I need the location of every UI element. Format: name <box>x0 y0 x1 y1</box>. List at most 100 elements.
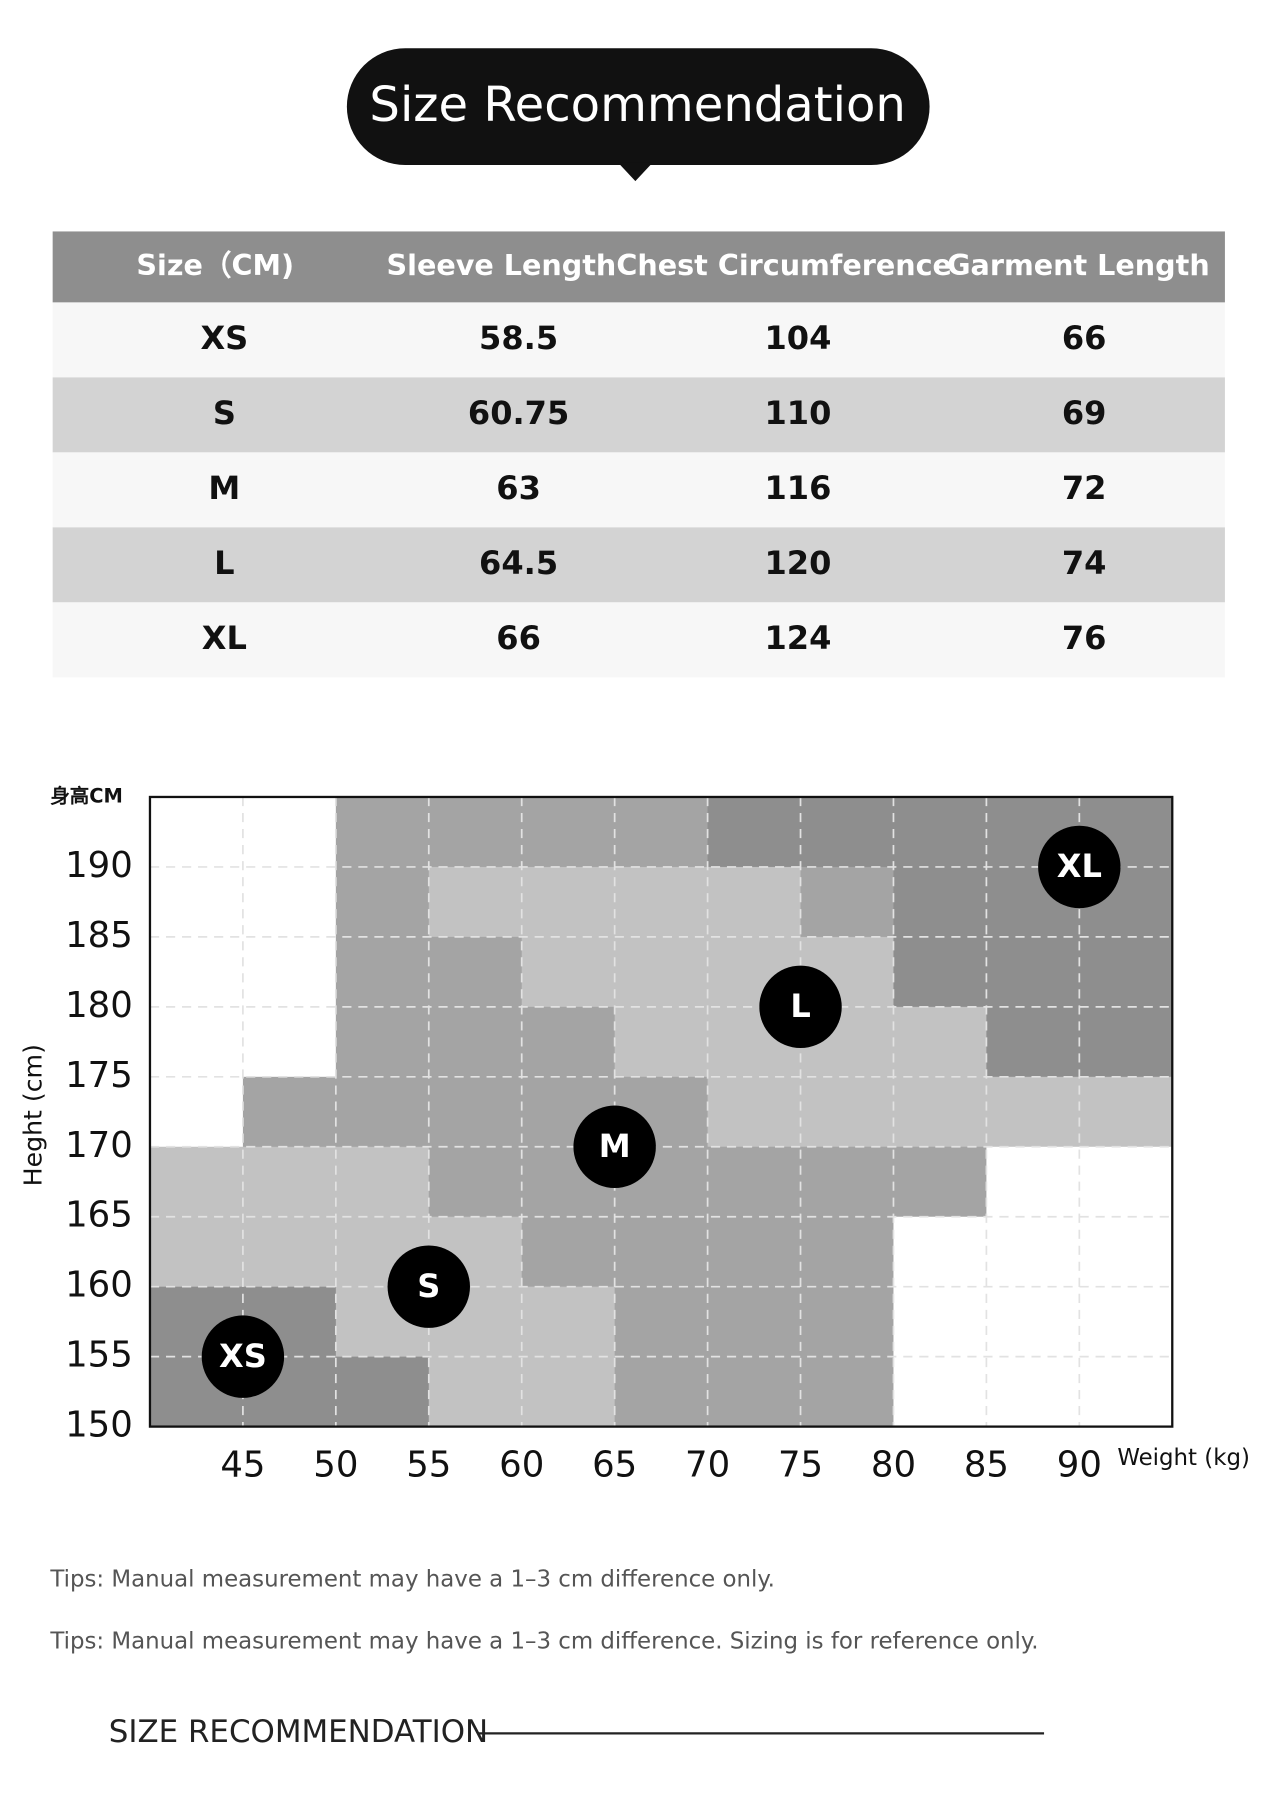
table-cell: 76 <box>1062 619 1107 657</box>
size-region-cell <box>893 936 987 1008</box>
size-region-cell <box>800 1146 895 1218</box>
table-header <box>52 231 1225 303</box>
size-region-cell <box>614 1006 709 1078</box>
size-region-cell <box>614 1216 709 1288</box>
size-region-cell <box>986 1216 1080 1288</box>
size-region-cell <box>521 1286 616 1358</box>
size-region-cell <box>149 936 244 1008</box>
size-region-cell <box>800 1356 895 1428</box>
size-point <box>759 965 842 1049</box>
size-region-cell <box>614 866 709 938</box>
size-region-cell <box>521 796 616 868</box>
table-cell: XL <box>202 619 247 657</box>
table-cell: 116 <box>764 469 831 507</box>
table-cell: 72 <box>1062 469 1107 507</box>
size-region-cell <box>614 936 709 1008</box>
size-table: Size（CM) Sleeve Length Chest Circumference… <box>52 231 1225 678</box>
size-region-cell <box>800 866 895 938</box>
x-tick-label: 60 <box>499 1445 544 1486</box>
x-tick-label: 50 <box>313 1445 358 1486</box>
tip: Tips: Manual measurement may have a 1–3 … <box>49 1628 1038 1654</box>
size-point-label: S <box>417 1267 440 1305</box>
size-region-cell <box>707 1286 802 1358</box>
size-region-cell <box>335 936 430 1008</box>
size-region-cell <box>1079 936 1173 1008</box>
column-header: Garment Length <box>947 248 1210 282</box>
size-region-cell <box>521 866 616 938</box>
size-region-cell <box>521 936 616 1008</box>
x-tick-label: 55 <box>406 1445 451 1486</box>
size-region-cell <box>893 1006 987 1078</box>
size-point <box>573 1105 656 1188</box>
size-region-cell <box>242 936 337 1008</box>
size-region-cell <box>335 1146 430 1218</box>
y-axis-title: Heght (cm) <box>18 1044 47 1186</box>
size-region-cell <box>149 1006 244 1078</box>
y-tick-label: 165 <box>65 1195 133 1236</box>
table-cell: 69 <box>1062 394 1107 432</box>
x-tick-label: 70 <box>685 1445 730 1486</box>
size-region-cell <box>893 796 987 868</box>
column-header: Chest Circumference <box>616 248 952 282</box>
size-region-cell <box>1079 1146 1173 1218</box>
x-tick-label: 85 <box>964 1445 1009 1486</box>
size-region-cell <box>707 796 802 868</box>
table-cell: 124 <box>764 619 831 657</box>
size-region-cell <box>986 1076 1080 1148</box>
size-region-cell <box>893 1356 987 1428</box>
size-region-cell <box>242 866 337 938</box>
table-cell: 74 <box>1062 544 1107 582</box>
size-region-cell <box>242 796 337 868</box>
size-region-cell <box>614 1286 709 1358</box>
size-region-cell <box>428 936 523 1008</box>
size-region-cell <box>1079 1356 1173 1428</box>
size-region-cell <box>893 1146 987 1218</box>
table-row <box>52 452 1225 528</box>
size-region-cell <box>893 1216 987 1288</box>
x-tick-label: 45 <box>220 1445 265 1486</box>
size-region-cell <box>893 1076 987 1148</box>
table-row <box>52 302 1225 378</box>
size-region-cell <box>428 1006 523 1078</box>
table-cell: 120 <box>764 544 831 582</box>
size-region-cell <box>800 1076 895 1148</box>
size-region-cell <box>242 1146 337 1218</box>
size-region-cell <box>335 796 430 868</box>
size-region-cell <box>707 1146 802 1218</box>
size-region-cell <box>1079 1006 1173 1078</box>
column-header: Size（CM) <box>136 248 294 282</box>
table-cell: XS <box>200 319 248 357</box>
table-cell: 66 <box>496 619 541 657</box>
size-region-cell <box>149 866 244 938</box>
size-region-cell <box>428 1076 523 1148</box>
y-tick-label: 180 <box>65 985 133 1026</box>
size-region-cell <box>149 796 244 868</box>
tip: Tips: Manual measurement may have a 1–3 … <box>49 1567 775 1593</box>
table-cell: 110 <box>764 394 831 432</box>
size-region-cell <box>893 1286 987 1358</box>
plot-frame <box>148 795 1174 1428</box>
size-region-cell <box>521 1006 616 1078</box>
y-tick-label: 175 <box>65 1055 133 1096</box>
size-region-cell <box>800 1216 895 1288</box>
y-tick-label: 155 <box>65 1335 133 1376</box>
size-region-cell <box>149 1216 244 1288</box>
size-region-cell <box>707 1076 802 1148</box>
size-region-cell <box>428 1356 523 1428</box>
size-region-cell <box>707 1356 802 1428</box>
size-region-cell <box>1079 1076 1173 1148</box>
footer-label: SIZE RECOMMENDATION <box>109 1714 488 1750</box>
title-pill <box>346 48 930 166</box>
table-cell: 64.5 <box>479 544 558 582</box>
size-region-cell <box>335 1006 430 1078</box>
size-region-cell <box>428 866 523 938</box>
size-region-cell <box>242 1076 337 1148</box>
size-point-label: XL <box>1057 847 1102 885</box>
table-cell: 66 <box>1062 319 1107 357</box>
x-tick-label: 75 <box>778 1445 823 1486</box>
size-region-cell <box>428 796 523 868</box>
size-region-cell <box>893 866 987 938</box>
table-cell: L <box>214 544 234 582</box>
size-region-cell <box>335 1356 430 1428</box>
